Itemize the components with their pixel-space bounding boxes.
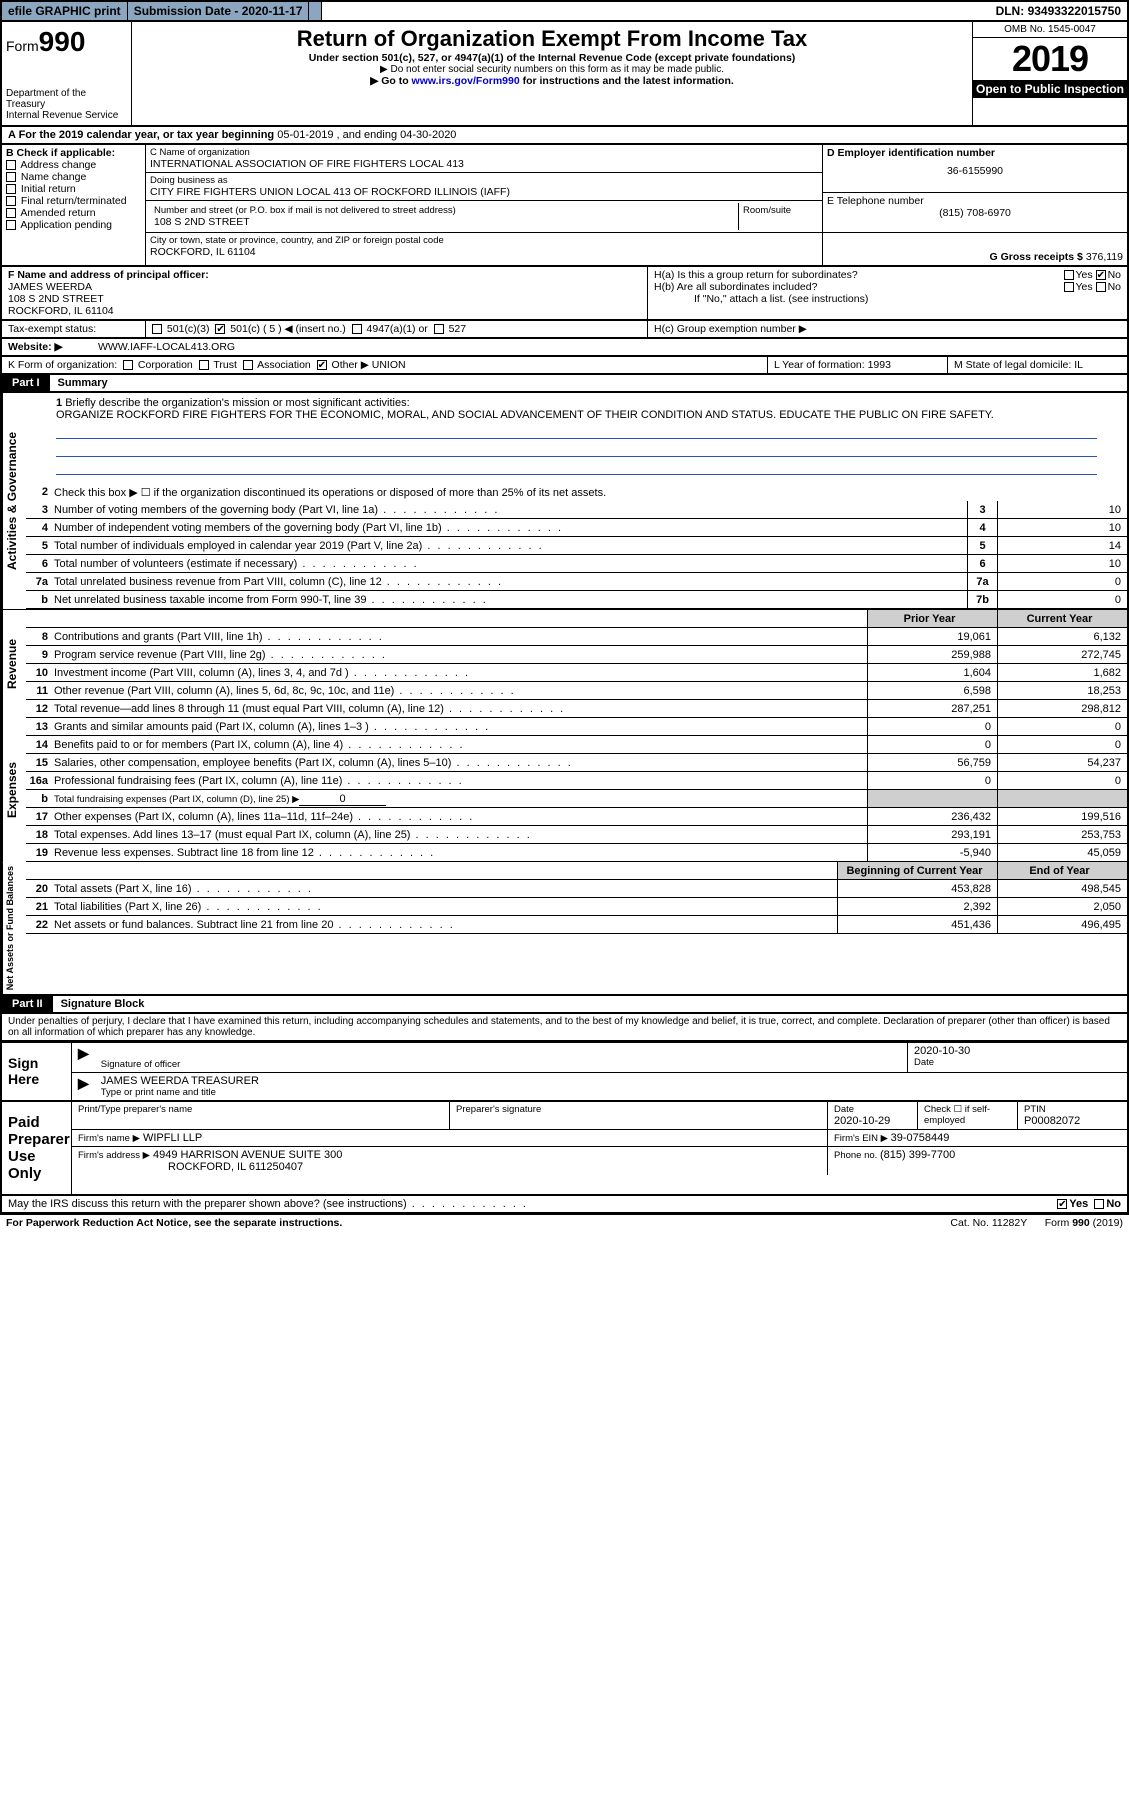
form990-link[interactable]: www.irs.gov/Form990	[412, 75, 520, 87]
website-row: Website: ▶ WWW.IAFF-LOCAL413.ORG	[0, 339, 1129, 357]
gross-receipts: 376,119	[1086, 251, 1123, 263]
tax-exempt-row: Tax-exempt status: 501(c)(3) 501(c) ( 5 …	[0, 321, 1129, 339]
expenses-section: Expenses 13Grants and similar amounts pa…	[0, 718, 1129, 862]
website[interactable]: WWW.IAFF-LOCAL413.ORG	[92, 339, 241, 355]
ein: 36-6155990	[827, 159, 1123, 177]
tax-year: 2019	[973, 38, 1127, 80]
dept-treasury: Department of the Treasury	[6, 88, 127, 110]
section-f-h: F Name and address of principal officer:…	[0, 267, 1129, 321]
sign-here: Sign Here ▶Signature of officer2020-10-3…	[0, 1042, 1129, 1102]
submission-date: Submission Date - 2020-11-17	[128, 2, 310, 20]
officer-name: JAMES WEERDA	[8, 281, 641, 293]
part1-header: Part ISummary	[0, 375, 1129, 393]
org-name: INTERNATIONAL ASSOCIATION OF FIRE FIGHTE…	[150, 158, 818, 170]
page-footer: For Paperwork Reduction Act Notice, see …	[0, 1214, 1129, 1231]
topbar: efile GRAPHIC print Submission Date - 20…	[0, 0, 1129, 22]
paid-preparer: Paid Preparer Use Only Print/Type prepar…	[0, 1102, 1129, 1196]
dln: DLN: 93493322015750	[990, 2, 1127, 20]
city: ROCKFORD, IL 61104	[150, 246, 818, 258]
phone: (815) 708-6970	[827, 207, 1123, 219]
jurat: Under penalties of perjury, I declare th…	[0, 1014, 1129, 1042]
col-c: C Name of organizationINTERNATIONAL ASSO…	[146, 145, 822, 265]
efile-btn[interactable]: efile GRAPHIC print	[2, 2, 128, 20]
part2-header: Part IISignature Block	[0, 996, 1129, 1014]
form-number: Form990	[6, 26, 127, 58]
section-a-to-g: B Check if applicable: Address change Na…	[0, 145, 1129, 267]
tax-period: A For the 2019 calendar year, or tax yea…	[0, 127, 1129, 145]
revenue-section: Revenue Prior YearCurrent Year 8Contribu…	[0, 609, 1129, 718]
irs: Internal Revenue Service	[6, 110, 127, 121]
open-inspection: Open to Public Inspection	[973, 80, 1127, 98]
form-header: Form990 Department of the Treasury Inter…	[0, 22, 1129, 127]
col-b: B Check if applicable: Address change Na…	[2, 145, 146, 265]
subtitle: Under section 501(c), 527, or 4947(a)(1)…	[140, 52, 964, 64]
netassets-section: Net Assets or Fund Balances Beginning of…	[0, 862, 1129, 996]
omb-no: OMB No. 1545-0047	[973, 22, 1127, 38]
form-title: Return of Organization Exempt From Incom…	[140, 26, 964, 52]
mission-text: ORGANIZE ROCKFORD FIRE FIGHTERS FOR THE …	[56, 409, 1097, 421]
street: 108 S 2ND STREET	[154, 216, 734, 228]
instructions-link: ▶ Go to www.irs.gov/Form990 for instruct…	[140, 75, 964, 87]
ssn-note: ▶ Do not enter social security numbers o…	[140, 64, 964, 75]
dba: CITY FIRE FIGHTERS UNION LOCAL 413 OF RO…	[150, 186, 818, 198]
k-l-m-row: K Form of organization: Corporation Trus…	[0, 357, 1129, 375]
discuss-row: May the IRS discuss this return with the…	[0, 1196, 1129, 1214]
activities-section: Activities & Governance 1 Briefly descri…	[0, 393, 1129, 609]
col-d-e-g: D Employer identification number36-61559…	[822, 145, 1127, 265]
